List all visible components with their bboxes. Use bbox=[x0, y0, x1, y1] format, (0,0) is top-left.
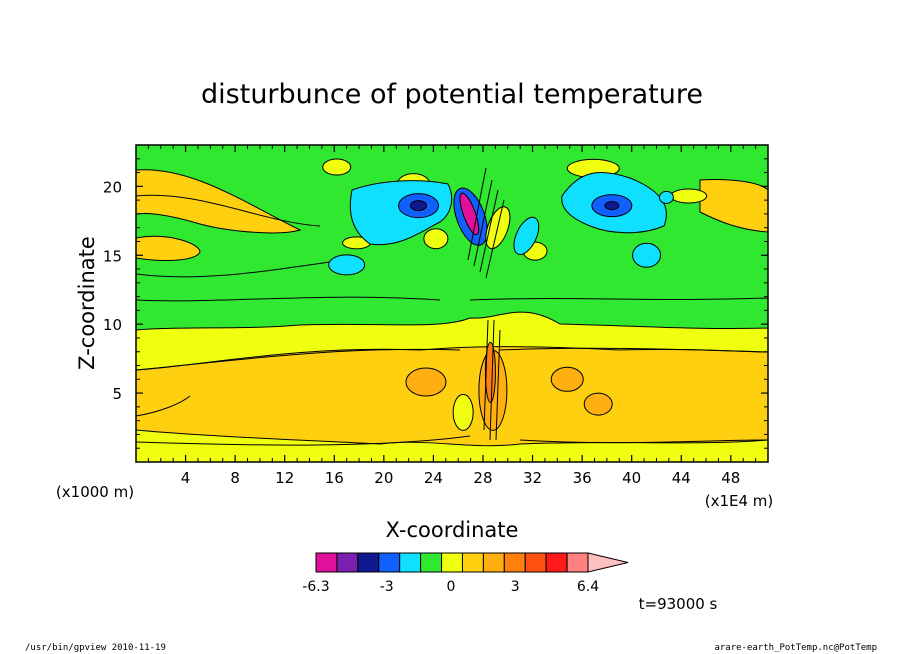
x-tick-label: 20 bbox=[374, 469, 393, 487]
x-tick-label: 32 bbox=[523, 469, 542, 487]
colorbar-label: -3 bbox=[380, 579, 394, 595]
contour-line bbox=[499, 347, 768, 353]
field-core-magenta bbox=[459, 192, 480, 236]
contour-line bbox=[485, 199, 505, 279]
field-orange-left bbox=[405, 367, 447, 397]
contour-line bbox=[489, 319, 495, 441]
y-tick-label: 10 bbox=[103, 316, 122, 334]
field-lobe-upper-left bbox=[136, 169, 302, 234]
contour-line bbox=[467, 167, 487, 261]
y-axis: 5 10 15 20 bbox=[103, 158, 768, 449]
field-navy-right bbox=[604, 201, 620, 211]
footer-right: arare-earth_PotTemp.nc@PotTemp bbox=[714, 643, 877, 653]
colorbar-swatch bbox=[378, 552, 401, 573]
footer-left: /usr/bin/gpview 2010-11-19 bbox=[25, 643, 166, 653]
contour-line bbox=[136, 194, 321, 227]
field-orange-far-right bbox=[583, 392, 613, 416]
colorbar-swatch bbox=[336, 552, 359, 573]
colorbar-label: 6.4 bbox=[577, 579, 599, 595]
field-core-cyan bbox=[513, 216, 540, 256]
contour-line bbox=[136, 348, 461, 371]
colorbar-swatch bbox=[524, 552, 547, 573]
x-tick-label: 44 bbox=[672, 469, 691, 487]
field-yellow-lower-core bbox=[452, 393, 474, 431]
field-cyan-left-low bbox=[328, 254, 366, 276]
time-label: t=93000 s bbox=[639, 595, 718, 613]
x-tick-label: 48 bbox=[721, 469, 740, 487]
colorbar-swatch bbox=[545, 552, 568, 573]
x-axis-unit: (x1E4 m) bbox=[705, 492, 774, 510]
field-island-yellow bbox=[670, 188, 708, 204]
contour-line bbox=[483, 319, 489, 431]
field-cyan-right-low bbox=[632, 242, 662, 268]
colorbar: -6.3 -3 0 3 6.4 bbox=[302, 552, 629, 595]
y-tick-label: 15 bbox=[103, 247, 122, 265]
colorbar-swatch bbox=[482, 552, 505, 573]
x-tick-label: 16 bbox=[325, 469, 344, 487]
field-navy-left bbox=[410, 200, 428, 212]
contour-line bbox=[473, 179, 493, 267]
field-band-gold bbox=[136, 346, 768, 447]
field-orange-right bbox=[550, 366, 584, 392]
contour-field bbox=[136, 145, 768, 447]
colorbar-label: 3 bbox=[511, 579, 520, 595]
field-band-green bbox=[136, 145, 768, 331]
field-island-yellow bbox=[322, 158, 352, 176]
y-tick-label: 20 bbox=[103, 178, 122, 196]
x-tick-label: 40 bbox=[622, 469, 641, 487]
plot-frame bbox=[135, 144, 769, 463]
colorbar-swatch bbox=[566, 552, 589, 573]
y-axis-label: Z-coordinate bbox=[75, 236, 99, 370]
y-tick-label: 5 bbox=[112, 385, 122, 403]
contour-line bbox=[136, 395, 191, 417]
x-tick-label: 28 bbox=[473, 469, 492, 487]
colorbar-swatch bbox=[503, 552, 526, 573]
x-axis: 4 8 12 16 20 24 28 32 36 40 44 48 bbox=[147, 145, 757, 487]
x-tick-label: 36 bbox=[573, 469, 592, 487]
x-tick-label: 12 bbox=[275, 469, 294, 487]
field-lobe-upper-right bbox=[699, 179, 768, 233]
contour-line bbox=[136, 296, 441, 302]
colorbar-swatch bbox=[357, 552, 380, 573]
colorbar-swatch bbox=[441, 552, 463, 573]
contour-line bbox=[479, 189, 499, 273]
x-axis-label: X-coordinate bbox=[386, 518, 519, 542]
colorbar-swatch bbox=[315, 552, 338, 573]
contour-line bbox=[136, 261, 331, 278]
colorbar-swatch bbox=[420, 552, 443, 573]
x-tick-label: 4 bbox=[181, 469, 191, 487]
colorbar-extend-arrow bbox=[587, 552, 629, 573]
x-tick-label: 8 bbox=[230, 469, 240, 487]
contour-line bbox=[469, 297, 768, 301]
y-axis-unit: (x1000 m) bbox=[56, 483, 134, 501]
plot-area bbox=[135, 144, 769, 463]
field-lobe-left-small bbox=[136, 235, 201, 261]
x-tick-label: 24 bbox=[424, 469, 443, 487]
chart-title: disturbunce of potential temperature bbox=[201, 79, 703, 110]
contour-line bbox=[136, 435, 471, 446]
field-island-yellow bbox=[423, 228, 449, 250]
colorbar-label: -6.3 bbox=[302, 579, 329, 595]
field-cyan-right-dot bbox=[658, 190, 674, 204]
contour-line bbox=[519, 439, 768, 444]
colorbar-swatch bbox=[461, 552, 484, 573]
colorbar-swatch bbox=[399, 552, 422, 573]
contour-line bbox=[495, 329, 501, 441]
colorbar-label: 0 bbox=[446, 579, 455, 595]
